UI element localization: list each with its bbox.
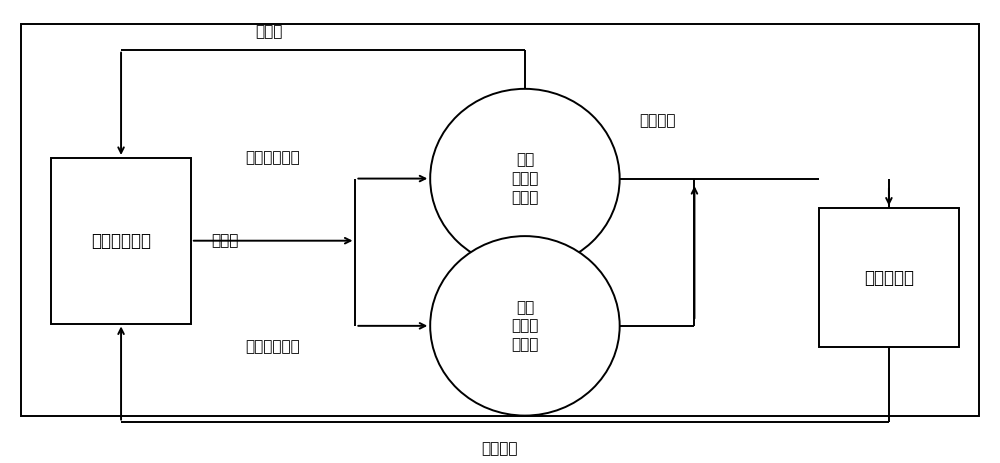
Text: 出油管: 出油管: [211, 233, 238, 248]
Text: 第一
发动机
液压泵: 第一 发动机 液压泵: [511, 152, 539, 205]
Text: 回油管路: 回油管路: [482, 441, 518, 456]
Bar: [51, 158, 191, 324]
Text: 第二
发动机
液压泵: 第二 发动机 液压泵: [511, 300, 539, 352]
Text: 第一进油管路: 第一进油管路: [246, 150, 300, 165]
Bar: [819, 208, 959, 347]
Text: 液压泵负载站: 液压泵负载站: [91, 232, 151, 250]
Text: 回油管路: 回油管路: [640, 113, 676, 129]
Bar: [21, 25, 979, 416]
Text: 流量调节阀: 流量调节阀: [864, 269, 914, 287]
Ellipse shape: [430, 236, 620, 416]
Text: 第二进油管路: 第二进油管路: [246, 339, 300, 354]
Text: 漏油管: 漏油管: [256, 24, 283, 39]
Ellipse shape: [430, 89, 620, 269]
